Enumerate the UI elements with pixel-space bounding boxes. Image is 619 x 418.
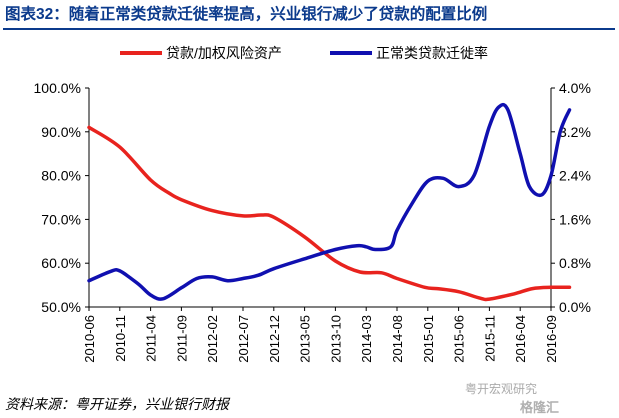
x-tick-label: 2016-04 xyxy=(513,315,528,363)
x-tick-label: 2016-09 xyxy=(544,315,559,363)
watermark-text: 粤开宏观研究 xyxy=(465,382,538,396)
x-tick-label: 2013-10 xyxy=(328,315,343,363)
chart-legend: 贷款/加权风险资产 正常类贷款迁徙率 xyxy=(120,45,488,61)
series-line-loan-ratio xyxy=(87,125,572,302)
x-tick-label: 2013-05 xyxy=(298,315,313,363)
y-right-tick-label: 1.6% xyxy=(559,211,591,227)
figure-title: 图表32：随着正常类贷款迁徙率提高，兴业银行减少了贷款的配置比例 xyxy=(5,6,488,23)
x-tick-label: 2014-08 xyxy=(390,315,405,363)
legend-label-migration-rate: 正常类贷款迁徙率 xyxy=(376,45,488,61)
x-tick-label: 2014-03 xyxy=(359,315,374,363)
x-tick-label: 2012-12 xyxy=(267,315,282,363)
chart-axes: 50.0% 60.0% 70.0% 80.0% 90.0% 100.0% 0.0% 0.8% 1… xyxy=(34,80,591,363)
legend-label-loan-ratio: 贷款/加权风险资产 xyxy=(166,45,282,61)
y-left-tick-label: 50.0% xyxy=(41,299,81,315)
x-tick-label: 2015-11 xyxy=(482,315,497,362)
x-tick-label: 2015-06 xyxy=(452,315,467,363)
x-tick-label: 2015-01 xyxy=(421,315,436,363)
x-tick-label: 2010-06 xyxy=(82,315,97,363)
x-tick-label: 2011-09 xyxy=(174,315,189,362)
chart-series-layer xyxy=(87,102,572,302)
y-right-tick-label: 3.2% xyxy=(559,124,591,140)
y-left-tick-label: 70.0% xyxy=(41,211,81,227)
y-right-tick-label: 2.4% xyxy=(559,168,591,184)
x-tick-label: 2012-07 xyxy=(236,315,251,363)
y-right-tick-label: 4.0% xyxy=(559,80,591,96)
source-note: 资料来源：粤开证券，兴业银行财报 xyxy=(5,396,229,412)
title-divider xyxy=(3,28,615,30)
x-tick-label: 2012-02 xyxy=(205,315,220,363)
y-left-tick-label: 80.0% xyxy=(41,168,81,184)
y-left-tick-label: 100.0% xyxy=(34,80,81,96)
y-right-tick-label: 0.8% xyxy=(559,255,591,271)
x-tick-label: 2010-11 xyxy=(113,315,128,362)
x-tick-label: 2011-04 xyxy=(144,315,159,362)
watermark-brand: 格隆汇 xyxy=(520,400,560,415)
y-left-tick-label: 60.0% xyxy=(41,255,81,271)
series-line-migration-rate xyxy=(87,102,572,301)
y-left-tick-label: 90.0% xyxy=(41,124,81,140)
y-right-tick-label: 0.0% xyxy=(559,299,591,315)
